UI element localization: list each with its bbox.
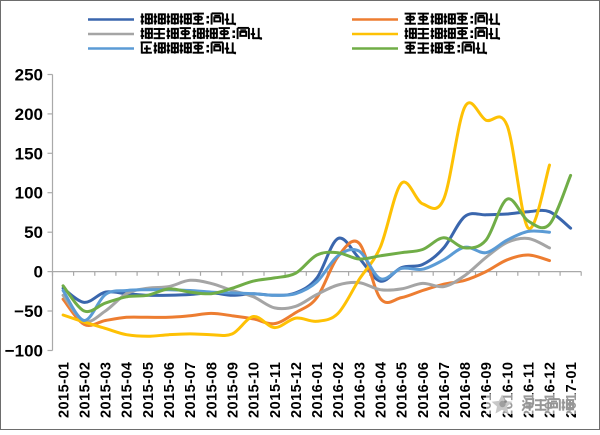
svg-text:2015-06: 2015-06 xyxy=(162,362,178,418)
svg-text:2016-08: 2016-08 xyxy=(458,362,474,418)
svg-text:2015-04: 2015-04 xyxy=(120,362,136,418)
svg-text:2016-04: 2016-04 xyxy=(374,362,390,418)
svg-text:150: 150 xyxy=(15,144,43,163)
svg-text:2016-02: 2016-02 xyxy=(331,362,347,418)
svg-text:200: 200 xyxy=(15,105,43,124)
svg-text:2015-07: 2015-07 xyxy=(183,362,199,418)
svg-text:2015-10: 2015-10 xyxy=(247,362,263,418)
svg-text:2016-05: 2016-05 xyxy=(395,362,411,418)
svg-text:−100: −100 xyxy=(5,342,43,361)
svg-text:2015-01: 2015-01 xyxy=(56,362,72,418)
svg-text:100: 100 xyxy=(15,184,43,203)
svg-text:2015-09: 2015-09 xyxy=(226,362,242,418)
svg-text:250: 250 xyxy=(15,66,43,85)
svg-text:−50: −50 xyxy=(14,302,43,321)
svg-text:2015-11: 2015-11 xyxy=(268,362,284,418)
svg-text:2015-12: 2015-12 xyxy=(289,362,305,418)
svg-text:50: 50 xyxy=(24,223,43,242)
svg-text:2015-05: 2015-05 xyxy=(141,362,157,418)
svg-text:2016-01: 2016-01 xyxy=(310,362,326,418)
svg-text:2016-03: 2016-03 xyxy=(352,362,368,418)
svg-text:2016-07: 2016-07 xyxy=(437,362,453,418)
svg-text:2015-08: 2015-08 xyxy=(204,362,220,418)
svg-text:2016-06: 2016-06 xyxy=(416,362,432,418)
svg-text:2015-03: 2015-03 xyxy=(99,362,115,418)
svg-text:0: 0 xyxy=(34,263,43,282)
svg-text:2015-02: 2015-02 xyxy=(77,362,93,418)
